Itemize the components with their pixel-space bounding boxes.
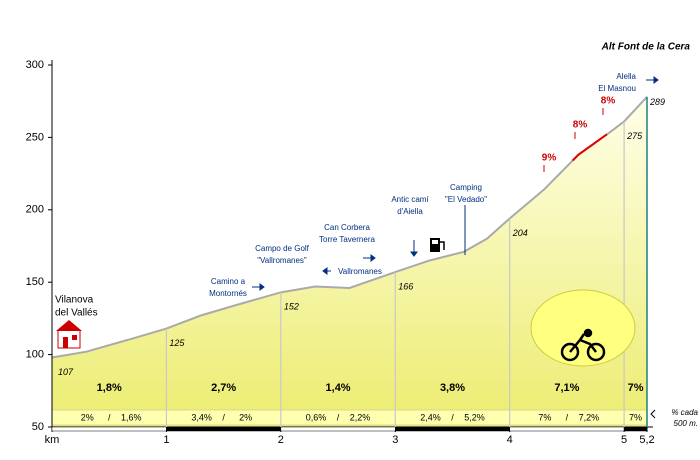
y-tick-label: 100 [26,349,44,361]
x-tick-label: 5,2 [639,434,654,446]
spot-height: 275 [626,131,643,141]
half-km-gradient: 7% [538,412,551,422]
spot-height: 125 [169,338,185,348]
place-label: Camping [450,183,482,192]
place-label: Camino a [211,277,246,286]
y-tick-label: 50 [32,421,44,433]
y-tick-label: 300 [26,59,44,71]
spot-height: 166 [398,281,413,291]
steep-label: 9% [542,153,557,164]
km-gradient: 1,4% [326,382,351,394]
half-km-gradient: 2% [239,412,252,422]
half-km-gradient: 2,2% [350,412,371,422]
place-label: Vallromanes [338,267,382,276]
strip-label: 500 m. [674,419,698,428]
spot-height: 204 [512,228,528,238]
place-label: Vilanova [55,295,94,306]
x-tick-label: 3 [392,434,398,446]
half-km-gradient: 0,6% [306,412,327,422]
km-bar [51,426,167,432]
separator: / [451,412,454,422]
cyclist-icon [560,328,606,362]
place-label: "Vallromanes" [257,256,307,265]
x-tick-label: 4 [507,434,513,446]
place-label: Montornés [209,289,247,298]
place-label: del Vallés [55,308,98,319]
x-tick-label: 5 [621,434,627,446]
separator: / [222,412,225,422]
half-km-gradient: 7% [629,412,642,422]
x-tick-label: 1 [163,434,169,446]
steep-section [571,133,608,162]
half-km-gradient: 7,2% [579,412,600,422]
half-km-gradient: 2,4% [420,412,441,422]
x-tick-label: 2 [278,434,284,446]
x-tick-label: km [45,434,60,446]
place-label: Can Corbera [324,223,370,232]
arrows [252,76,659,419]
y-tick-label: 150 [26,276,44,288]
place-label: Antic camí [391,195,429,204]
strip-label: % cada [671,408,698,417]
author-badge [530,289,636,367]
place-label: Campo de Golf [255,244,310,253]
profile-area [52,96,647,427]
half-km-gradient: 3,4% [191,412,212,422]
place-label: Alella [616,72,636,81]
half-km-gradient: 5,2% [464,412,485,422]
km-gradient: 3,8% [440,382,465,394]
spot-height: 107 [58,367,74,377]
km-bar [623,426,648,432]
half-km-gradient: 2% [81,412,94,422]
separator: / [337,412,340,422]
km-gradient: 7,1% [554,382,579,394]
separator: / [566,412,569,422]
place-label: Torre Tavernera [319,235,375,244]
y-tick-label: 250 [26,131,44,143]
half-km-gradient: 1,6% [121,412,142,422]
km-gradient: 7% [628,382,644,394]
separator: / [108,412,111,422]
chart-title: Alt Font de la Cera [601,42,691,53]
y-tick-label: 200 [26,204,44,216]
steep-label: 8% [601,96,616,107]
place-label: d'Aiella [397,207,423,216]
house-icon [56,320,82,349]
km-bar [395,426,510,432]
km-bar [509,426,625,432]
km-gradient: 2,7% [211,382,236,394]
place-label: El Masnou [598,84,636,93]
km-bar [166,426,282,432]
spot-height: 289 [649,97,665,107]
fuel-icon [430,238,445,252]
spot-height: 152 [284,302,299,312]
steep-label: 8% [573,120,588,131]
km-bar [280,426,396,432]
km-gradient: 1,8% [97,382,122,394]
place-label: "El Vedado" [445,195,487,204]
